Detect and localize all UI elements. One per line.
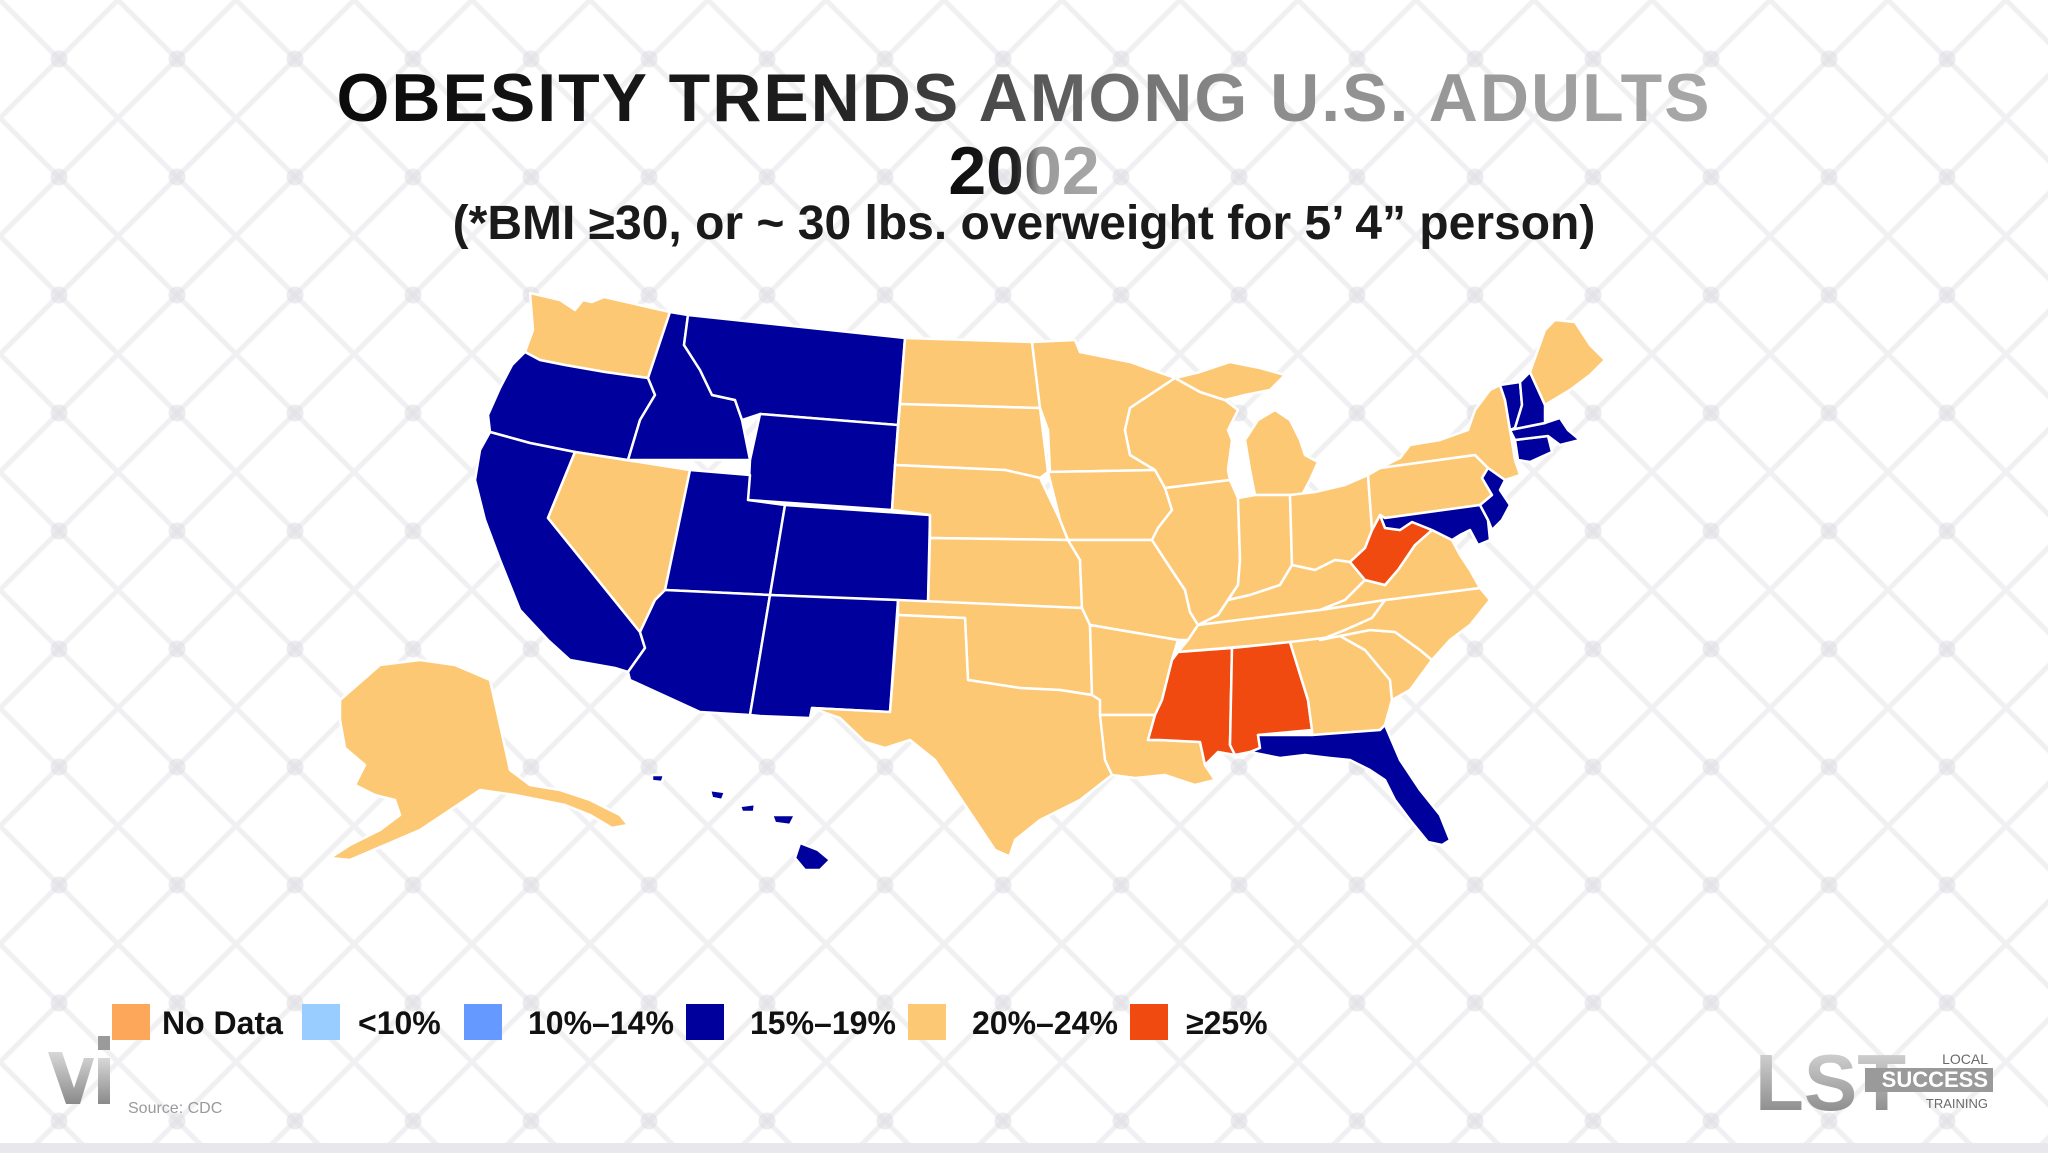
state-texas <box>810 613 1114 862</box>
legend-swatch <box>302 1004 340 1040</box>
legend-label: 15%–19% <box>750 1005 896 1041</box>
legend-label: 20%–24% <box>972 1005 1118 1041</box>
state-florida <box>1248 723 1452 847</box>
state-maryland <box>1378 503 1492 547</box>
state-alaska <box>328 658 630 862</box>
state-new-mexico <box>748 593 900 720</box>
legend-swatch <box>464 1004 502 1040</box>
legend-label: No Data <box>162 1005 283 1041</box>
legend-swatch <box>112 1004 150 1040</box>
source-note: Source: CDC <box>128 1100 223 1117</box>
vi-logo <box>48 1036 110 1104</box>
state-hawaii-niihau <box>650 773 666 784</box>
state-michigan <box>1243 408 1320 497</box>
legend-swatch <box>908 1004 946 1040</box>
state-hawaii-oahu <box>738 802 757 814</box>
state-michigan-upper <box>1173 360 1287 402</box>
state-kansas <box>926 536 1084 610</box>
state-new-jersey <box>1478 466 1512 532</box>
state-hawaii-maui <box>770 813 797 827</box>
bottom-bar <box>0 1143 2048 1153</box>
state-hawaii-kauai <box>708 788 727 802</box>
svg-text:SUCCESS: SUCCESS <box>1882 1067 1988 1092</box>
lst-logo: LST LOCAL SUCCESS TRAINING <box>1755 1044 1993 1116</box>
state-colorado <box>768 503 932 604</box>
legend-swatch <box>686 1004 724 1040</box>
state-maine <box>1528 318 1607 407</box>
svg-text:LOCAL: LOCAL <box>1942 1051 1988 1067</box>
svg-text:TRAINING: TRAINING <box>1926 1096 1988 1111</box>
state-massachusetts <box>1508 416 1582 447</box>
title-year: 2002 <box>948 133 1100 209</box>
state-hawaii <box>793 841 832 872</box>
legend-label: ≥25% <box>1186 1005 1268 1041</box>
legend-label: 10%–14% <box>528 1005 674 1041</box>
legend-swatch <box>1130 1004 1168 1040</box>
state-north-dakota <box>898 336 1042 410</box>
page-title: OBESITY TRENDS AMONG U.S. ADULTS <box>336 60 1712 136</box>
subtitle: (*BMI ≥30, or ~ 30 lbs. overweight for 5… <box>452 197 1596 250</box>
state-iowa <box>1046 468 1174 542</box>
state-wyoming <box>746 412 900 512</box>
state-north-carolina <box>1318 586 1492 662</box>
legend-label: <10% <box>358 1005 441 1041</box>
